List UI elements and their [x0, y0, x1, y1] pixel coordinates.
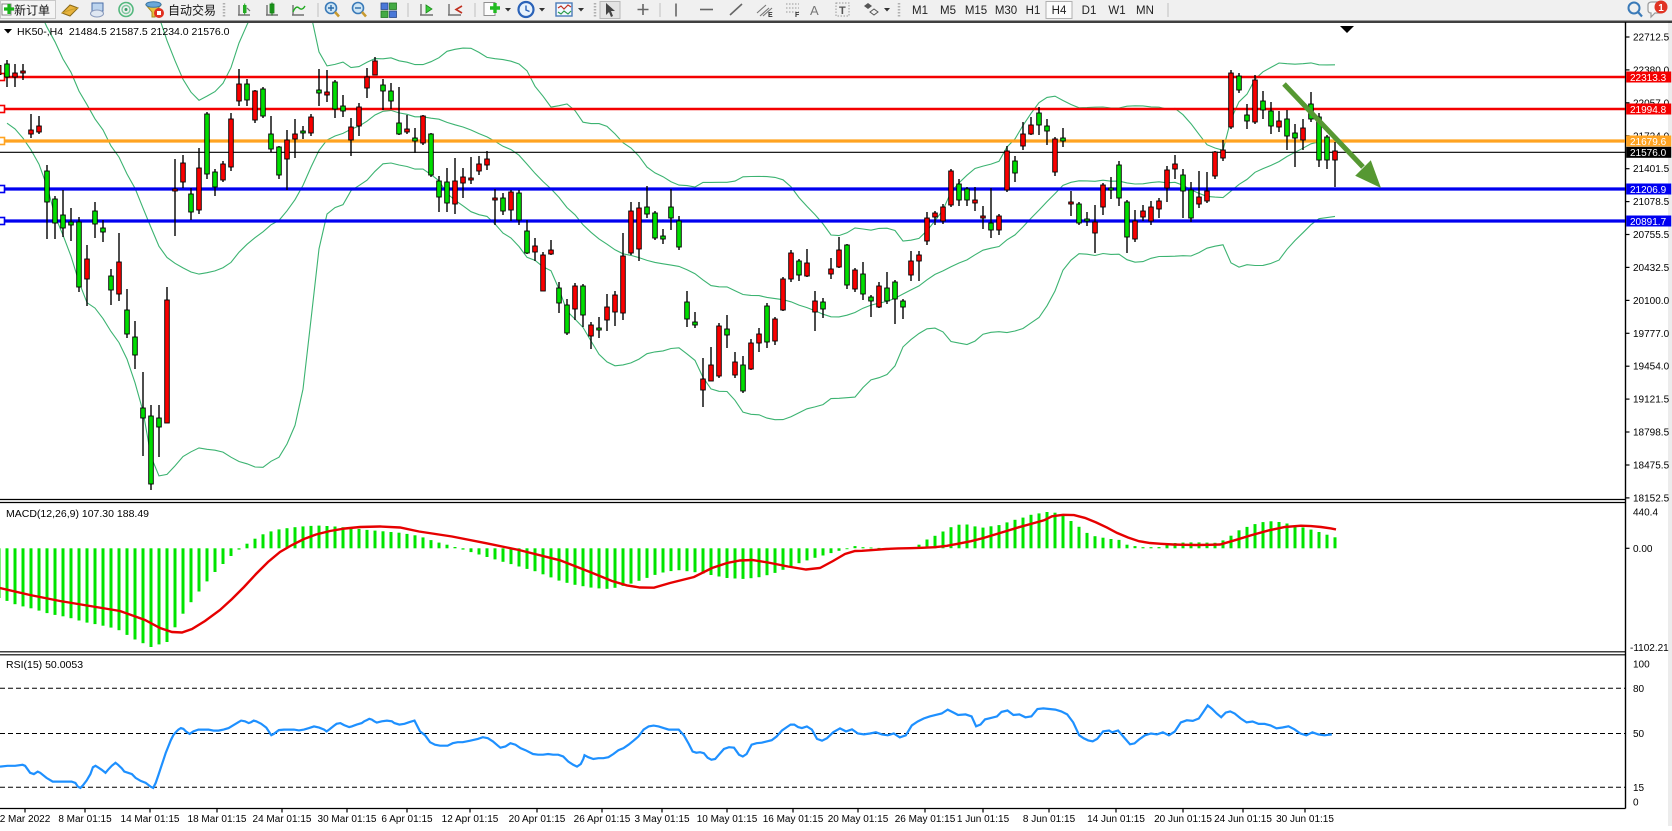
- svg-text:0.00: 0.00: [1633, 544, 1653, 555]
- svg-text:20 May 01:15: 20 May 01:15: [828, 814, 889, 825]
- svg-text:18152.5: 18152.5: [1633, 493, 1670, 504]
- svg-text:20432.5: 20432.5: [1633, 263, 1670, 274]
- svg-text:A: A: [810, 3, 819, 18]
- svg-text:21401.5: 21401.5: [1633, 164, 1670, 175]
- svg-text:19454.0: 19454.0: [1633, 362, 1670, 373]
- svg-text:1: 1: [1658, 3, 1664, 14]
- svg-text:自动交易: 自动交易: [168, 3, 216, 18]
- svg-text:18798.5: 18798.5: [1633, 428, 1670, 439]
- svg-text:8 Jun 01:15: 8 Jun 01:15: [1023, 814, 1076, 825]
- svg-text:M1: M1: [912, 5, 928, 17]
- svg-text:8 Mar 01:15: 8 Mar 01:15: [58, 814, 112, 825]
- svg-text:19777.0: 19777.0: [1633, 329, 1670, 340]
- svg-text:20 Apr 01:15: 20 Apr 01:15: [509, 814, 566, 825]
- svg-text:50: 50: [1633, 729, 1645, 740]
- svg-text:21078.5: 21078.5: [1633, 197, 1670, 208]
- svg-text:HK50-,H4 21484.5 21587.5 2123: HK50-,H4 21484.5 21587.5 21234.0 21576.0: [17, 26, 230, 38]
- svg-text:26 May 01:15: 26 May 01:15: [895, 814, 956, 825]
- svg-text:16 May 01:15: 16 May 01:15: [763, 814, 824, 825]
- svg-text:F: F: [795, 12, 800, 19]
- svg-text:18 Mar 01:15: 18 Mar 01:15: [188, 814, 247, 825]
- svg-text:22380.0: 22380.0: [1633, 65, 1670, 76]
- svg-text:18475.5: 18475.5: [1633, 461, 1670, 472]
- svg-text:M5: M5: [940, 5, 956, 17]
- svg-text:0: 0: [1633, 798, 1639, 809]
- svg-text:12 Apr 01:15: 12 Apr 01:15: [442, 814, 499, 825]
- svg-text:21576.0: 21576.0: [1630, 148, 1667, 159]
- svg-text:D1: D1: [1082, 5, 1097, 17]
- svg-text:21206.9: 21206.9: [1630, 185, 1667, 196]
- svg-text:M15: M15: [965, 5, 987, 17]
- svg-text:6 Apr 01:15: 6 Apr 01:15: [381, 814, 433, 825]
- svg-text:新订单: 新订单: [14, 3, 50, 18]
- svg-text:80: 80: [1633, 684, 1645, 695]
- svg-text:20891.7: 20891.7: [1630, 217, 1667, 228]
- svg-text:1 Jun 01:15: 1 Jun 01:15: [957, 814, 1010, 825]
- svg-text:21679.6: 21679.6: [1630, 137, 1667, 148]
- svg-text:10 May 01:15: 10 May 01:15: [697, 814, 758, 825]
- svg-text:MN: MN: [1136, 5, 1154, 17]
- svg-text:20 Jun 01:15: 20 Jun 01:15: [1154, 814, 1212, 825]
- svg-text:3 May 01:15: 3 May 01:15: [634, 814, 689, 825]
- svg-text:-1102.21: -1102.21: [1630, 643, 1669, 654]
- svg-text:W1: W1: [1108, 5, 1125, 17]
- svg-text:20755.5: 20755.5: [1633, 230, 1670, 241]
- svg-text:20100.0: 20100.0: [1633, 296, 1670, 307]
- svg-text:100: 100: [1633, 660, 1650, 671]
- svg-text:30 Jun 01:15: 30 Jun 01:15: [1276, 814, 1334, 825]
- svg-text:440.4: 440.4: [1633, 508, 1658, 519]
- svg-text:22712.5: 22712.5: [1633, 33, 1670, 44]
- svg-text:19121.5: 19121.5: [1633, 395, 1670, 406]
- svg-text:15: 15: [1633, 783, 1645, 794]
- svg-text:24 Mar 01:15: 24 Mar 01:15: [253, 814, 312, 825]
- svg-text:MACD(12,26,9) 107.30 188.49: MACD(12,26,9) 107.30 188.49: [6, 508, 149, 520]
- svg-text:26 Apr 01:15: 26 Apr 01:15: [574, 814, 631, 825]
- svg-text:21994.8: 21994.8: [1630, 105, 1667, 116]
- svg-text:RSI(15) 50.0053: RSI(15) 50.0053: [6, 659, 83, 671]
- svg-text:24 Jun 01:15: 24 Jun 01:15: [1214, 814, 1272, 825]
- svg-text:22313.3: 22313.3: [1630, 73, 1667, 84]
- svg-text:14 Mar 01:15: 14 Mar 01:15: [121, 814, 180, 825]
- svg-text:T: T: [839, 5, 846, 17]
- svg-text:H4: H4: [1052, 5, 1067, 17]
- svg-text:M30: M30: [995, 5, 1017, 17]
- svg-text:14 Jun 01:15: 14 Jun 01:15: [1087, 814, 1145, 825]
- svg-text:E: E: [768, 12, 773, 19]
- svg-text:2 Mar 2022: 2 Mar 2022: [0, 814, 51, 825]
- svg-text:H1: H1: [1026, 5, 1041, 17]
- svg-text:30 Mar 01:15: 30 Mar 01:15: [318, 814, 377, 825]
